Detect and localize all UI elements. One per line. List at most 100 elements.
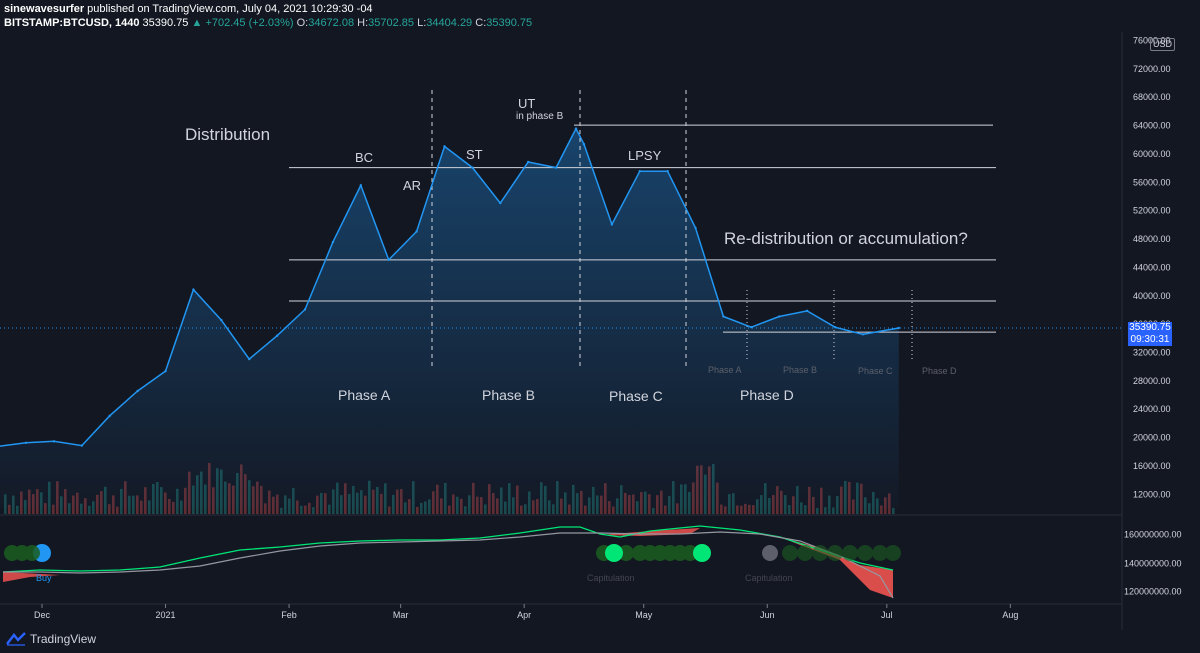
price-tick-label: 52000.00 xyxy=(1133,206,1171,216)
price-tick-label: 48000.00 xyxy=(1133,234,1171,244)
volume-bar xyxy=(304,505,307,514)
open-label: O: xyxy=(296,17,309,29)
indicator-red-fill-left xyxy=(3,572,60,582)
high-value: 35702.85 xyxy=(368,17,415,29)
publisher-name[interactable]: sinewavesurfer xyxy=(4,3,85,15)
price-axis[interactable]: 76000.00 72000.00 68000.00 64000.00 60000.00… xyxy=(1133,36,1171,500)
volume-bar xyxy=(308,502,311,514)
price-tick-label: 76000.00 xyxy=(1133,36,1171,46)
signal-gray-dot xyxy=(762,545,778,561)
volume-bar xyxy=(300,505,303,514)
footer: TradingView xyxy=(0,630,1200,653)
symbol-name[interactable]: BITSTAMP:BTCUSD, 1440 xyxy=(4,17,140,29)
current-price-tag: 35390.75 xyxy=(1128,322,1172,334)
volume-bar xyxy=(264,503,267,514)
volume-bar xyxy=(720,504,723,514)
last-price: 35390.75 xyxy=(142,17,189,29)
price-point-23 xyxy=(610,223,614,226)
time-axis[interactable]: Dec 2021 Feb Mar Apr May Jun Jul Aug xyxy=(34,604,1018,620)
price-point-12 xyxy=(331,240,335,244)
volume-bar xyxy=(464,506,467,514)
capitulation-label-2: Capitulation xyxy=(745,573,793,583)
open-value: 34672.08 xyxy=(308,17,355,29)
price-tick-label: 40000.00 xyxy=(1133,291,1171,301)
volume-bar xyxy=(328,504,331,514)
phase-c-label: Phase C xyxy=(609,388,663,404)
capitulation-label-1: Capitulation xyxy=(587,573,635,583)
volume-bar xyxy=(740,505,743,514)
volume-bar xyxy=(584,505,587,514)
published-text: published on TradingView.com, July 04, 2… xyxy=(87,3,373,15)
indicator-tick-label: 120000000.00 xyxy=(1124,587,1182,597)
price-line[interactable] xyxy=(0,126,899,447)
volume-bar xyxy=(868,503,871,514)
volume-bar xyxy=(416,507,419,514)
volume-bar xyxy=(652,507,655,514)
price-point-14 xyxy=(387,258,390,262)
signal-green-dots-right xyxy=(782,545,901,561)
small-phase-c-label: Phase C xyxy=(858,366,893,376)
price-point-22 xyxy=(582,143,586,146)
indicator-axis[interactable]: 160000000.00 140000000.00 120000000.00 xyxy=(1124,530,1182,597)
volume-bar xyxy=(404,502,407,514)
volume-bar xyxy=(52,504,55,514)
price-point-27 xyxy=(722,315,725,318)
price-change: ▲ +702.45 (+2.03%) xyxy=(191,17,294,29)
indicator-red-fill-mid xyxy=(600,528,700,536)
price-tick-label: 68000.00 xyxy=(1133,92,1171,102)
price-point-30 xyxy=(805,309,809,313)
price-tick-label: 32000.00 xyxy=(1133,348,1171,358)
close-label: C: xyxy=(475,17,487,29)
price-point-5 xyxy=(136,389,139,393)
volume-bar xyxy=(448,505,451,514)
small-phase-a-label: Phase A xyxy=(708,365,742,375)
price-point-19 xyxy=(526,160,530,164)
currency-button[interactable]: USD xyxy=(1150,38,1176,51)
price-point-29 xyxy=(778,315,781,318)
indicator-gray-line xyxy=(3,531,894,599)
volume-bar xyxy=(748,504,751,514)
phase-a-label: Phase A xyxy=(338,387,391,403)
volume-bar xyxy=(420,502,423,514)
price-point-26 xyxy=(694,226,697,230)
time-tick-label: Mar xyxy=(393,610,409,620)
volume-bar xyxy=(800,502,803,514)
symbol-info: BITSTAMP:BTCUSD, 1440 35390.75 ▲ +702.45… xyxy=(4,16,532,30)
price-point-21 xyxy=(574,127,578,130)
distribution-label: Distribution xyxy=(185,125,270,144)
signal-bright-dot-1 xyxy=(605,544,623,562)
price-tick-label: 24000.00 xyxy=(1133,404,1171,414)
time-tick-label: Jun xyxy=(760,610,775,620)
volume-bar xyxy=(752,505,755,514)
price-point-15 xyxy=(415,230,418,233)
price-point-3 xyxy=(80,444,84,447)
small-phase-b-label: Phase B xyxy=(783,365,817,375)
volume-bar xyxy=(524,504,527,514)
time-tick-label: Jul xyxy=(881,610,893,620)
price-point-20 xyxy=(554,166,558,169)
volume-bar xyxy=(824,507,827,514)
volume-bar xyxy=(520,505,523,514)
time-tick-label: Feb xyxy=(281,610,297,620)
price-point-10 xyxy=(275,334,279,337)
small-phase-d-label: Phase D xyxy=(922,366,957,376)
volume-bar xyxy=(612,506,615,514)
volume-bar xyxy=(676,503,679,514)
time-tick-label: Apr xyxy=(517,610,531,620)
price-point-17 xyxy=(471,166,474,169)
tradingview-logo[interactable]: TradingView xyxy=(6,632,96,646)
price-tick-label: 72000.00 xyxy=(1133,64,1171,74)
price-point-6 xyxy=(164,369,167,373)
price-point-2 xyxy=(52,440,56,443)
price-point-24 xyxy=(638,169,641,173)
indicator-tick-label: 140000000.00 xyxy=(1124,559,1182,569)
volume-bar xyxy=(312,507,315,514)
tradingview-logo-icon xyxy=(6,632,26,646)
phase-d-label: Phase D xyxy=(740,387,794,403)
ut-sub-label: in phase B xyxy=(516,111,564,122)
volume-bar xyxy=(68,503,71,514)
volume-bar xyxy=(804,505,807,514)
ar-label: AR xyxy=(403,178,421,193)
volume-bar xyxy=(44,503,47,514)
